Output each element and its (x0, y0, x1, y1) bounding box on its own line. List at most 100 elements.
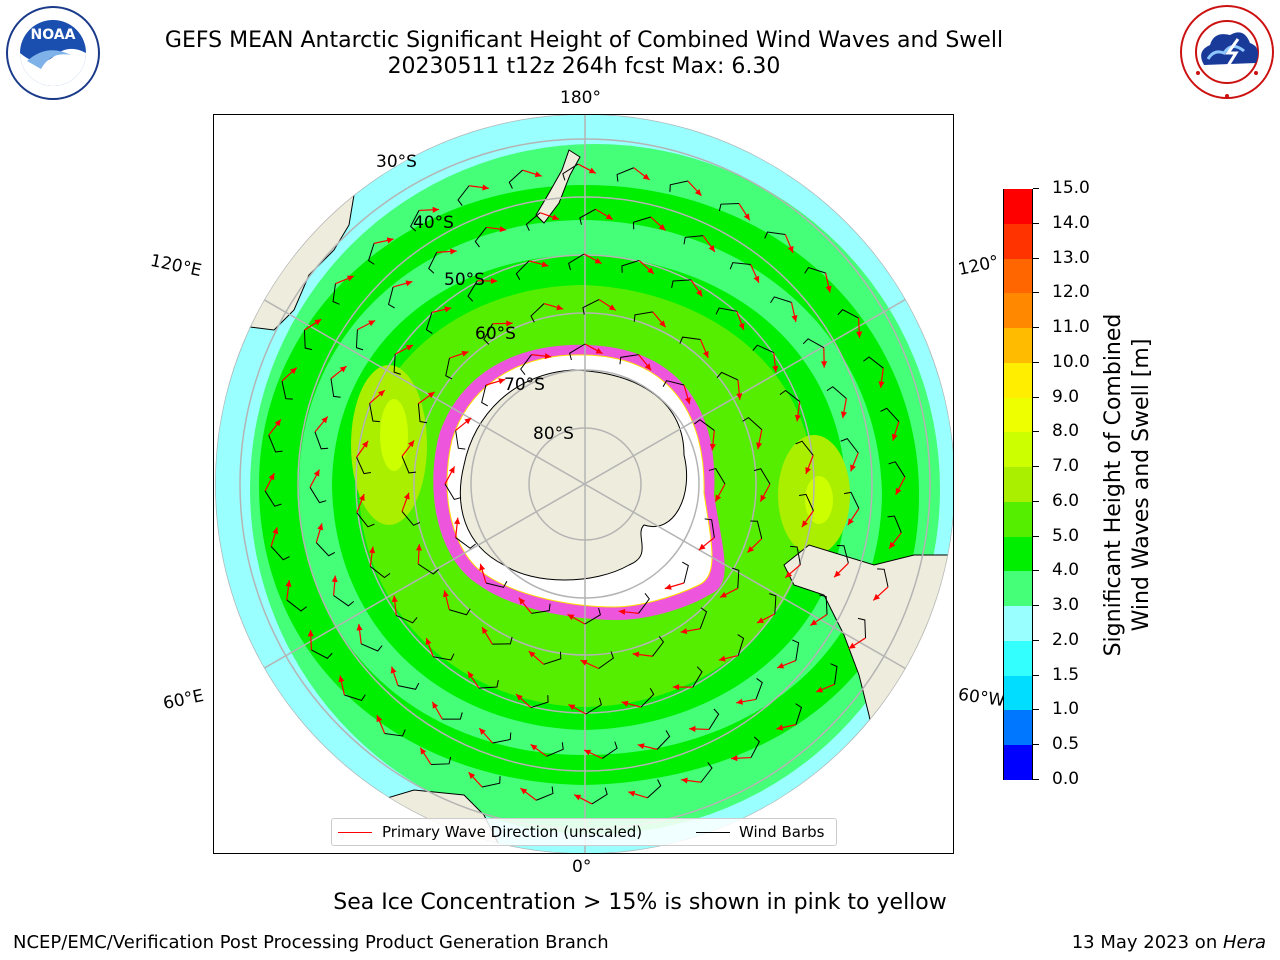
wave-arrowhead (285, 580, 292, 587)
wave-arrowhead (420, 747, 427, 755)
colorbar-tick (1033, 222, 1039, 224)
wave-arrowhead (753, 275, 760, 283)
colorbar-tick (1033, 327, 1039, 329)
wind-barb (669, 180, 688, 192)
wind-barb (716, 371, 739, 381)
map-title: GEFS MEAN Antarctic Significant Height o… (164, 28, 1004, 53)
wind-barb (640, 687, 655, 708)
wave-arrowhead (467, 671, 474, 679)
wave-arrowhead (425, 638, 432, 645)
wave-arrowhead (479, 563, 486, 571)
wind-barb (582, 299, 600, 315)
colorbar-tick (1033, 292, 1039, 294)
noaa-logo-text: NOAA (31, 27, 76, 43)
wind-barb (410, 210, 420, 232)
wave-arrowhead (544, 353, 552, 360)
colorbar-tick (1033, 396, 1039, 398)
wind-barb (764, 231, 786, 239)
wind-barb (315, 542, 336, 557)
colorbar-tick-label: 2.0 (1052, 629, 1080, 650)
wind-barb (546, 742, 564, 757)
wind-barb (802, 338, 825, 349)
wind-barb (356, 457, 371, 475)
wind-barb (508, 169, 523, 189)
wind-barb (621, 259, 640, 273)
wind-barb (826, 386, 847, 399)
colorbar-tick-label: 1.0 (1052, 699, 1080, 720)
wave-arrowhead (878, 381, 885, 388)
wind-barb (704, 518, 715, 538)
wind-barb (314, 431, 329, 450)
wind-barb (536, 786, 554, 801)
wind-barb (863, 356, 884, 369)
legend-label-wind: Wind Barbs (739, 823, 825, 841)
wind-barb (455, 537, 476, 549)
wind-barb (598, 651, 614, 669)
wave-arrowhead (647, 267, 654, 274)
colorbar-segment (1004, 466, 1032, 502)
colorbar-segment (1004, 362, 1032, 398)
wind-barb (457, 185, 470, 206)
wind-barb (474, 226, 487, 248)
wave-arrowhead (702, 350, 709, 358)
colorbar-segment (1004, 188, 1032, 224)
lat-label-80s: 80°S (533, 424, 574, 444)
wave-arrowhead (432, 206, 439, 213)
wind-barb (568, 343, 586, 361)
wind-barb (530, 695, 549, 709)
wind-barb (647, 779, 662, 799)
wind-barb (455, 430, 466, 450)
wind-barb (692, 666, 703, 688)
colorbar-tick-label: 1.5 (1052, 664, 1080, 685)
wind-barb (311, 649, 333, 659)
wave-arrowhead (358, 494, 365, 502)
wind-barb (543, 651, 562, 665)
lat-label-30s: 30°S (376, 152, 417, 172)
colorbar-segment (1004, 431, 1032, 468)
lon-label-120e: 120°E (148, 250, 204, 282)
wind-barb (482, 776, 501, 788)
footer-date-text: 13 May 2023 on (1071, 932, 1223, 953)
wind-barb (442, 712, 463, 720)
wave-arrowhead (794, 414, 801, 422)
wave-arrowhead (442, 590, 449, 598)
wave-arrowhead (840, 411, 847, 419)
wind-barb (344, 694, 366, 702)
wave-arrowhead (594, 257, 602, 264)
wave-arrowhead (684, 397, 691, 405)
wind-barb (769, 593, 777, 614)
wave-arrowhead (362, 440, 369, 448)
colorbar-segment (1004, 397, 1032, 433)
wind-barb (877, 568, 889, 587)
wind-barbs (264, 163, 906, 805)
wave-arrowhead (568, 704, 576, 711)
colorbar-tick (1033, 500, 1039, 502)
wave-arrowhead (848, 642, 856, 649)
colorbar-segment (1004, 605, 1032, 641)
wave-arrowhead (450, 248, 457, 255)
wave-arrowhead (608, 304, 616, 311)
colorbar-segment (1004, 258, 1032, 294)
wind-barb (779, 389, 801, 402)
colorbar-tick (1033, 709, 1039, 711)
wave-arrowhead (520, 788, 528, 795)
wind-barb (662, 380, 685, 387)
colorbar-segment (1004, 570, 1032, 607)
wind-barb (844, 491, 860, 509)
wind-barb (428, 252, 438, 274)
wave-arrowhead (528, 651, 536, 658)
wind-barb (652, 636, 665, 657)
colorbar-tick (1033, 431, 1039, 433)
lon-label-0: 0° (572, 857, 592, 877)
lon-label-60w: 60°W (956, 684, 1007, 712)
wave-arrowhead (696, 289, 703, 297)
wind-barb (520, 354, 532, 375)
wave-arrowhead (454, 517, 461, 525)
footer-date: 13 May 2023 on Hera (1072, 932, 1266, 953)
wind-barb (836, 545, 849, 564)
wave-direction-arrows (264, 163, 906, 805)
wind-barb (369, 403, 380, 423)
wave-arrowhead (427, 391, 435, 399)
colorbar-segment (1004, 744, 1032, 780)
wave-arrowhead (580, 660, 588, 666)
